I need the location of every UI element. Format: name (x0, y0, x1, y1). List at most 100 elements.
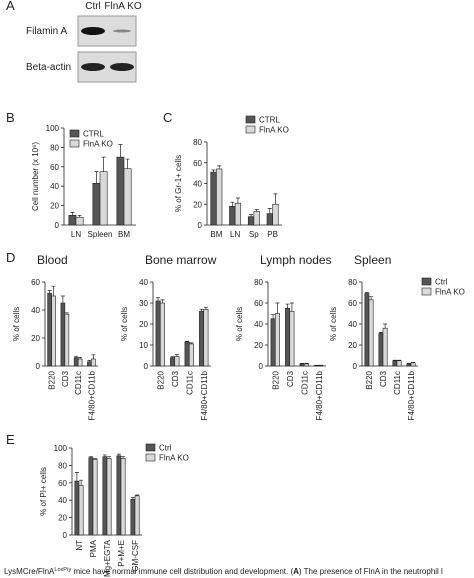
x-tick-label: CD3 (61, 370, 70, 387)
bar (203, 308, 209, 367)
error-bar (77, 214, 82, 218)
panel-letter: A (6, 0, 15, 13)
lane-label: FlnA KO (104, 1, 141, 12)
x-tick-label: CD3 (286, 370, 295, 387)
legend-swatch (69, 129, 80, 138)
bar (68, 215, 77, 226)
bar (75, 216, 84, 226)
lane-label: Ctrl (85, 1, 101, 12)
error-bar (88, 456, 93, 458)
y-tick-label: 60 (348, 299, 357, 308)
legend-swatch (421, 277, 432, 286)
bar (396, 360, 402, 367)
x-tick-label: GM-CSF (131, 540, 140, 572)
error-bar (364, 292, 369, 294)
x-tick-label: CD11c (300, 371, 309, 395)
bar (303, 363, 309, 367)
error-bar (411, 361, 416, 363)
x-tick-label: CD11c (74, 371, 83, 395)
error-bar (107, 456, 112, 459)
error-bar (47, 290, 52, 294)
error-bar (369, 296, 374, 300)
x-tick-label: B220 (156, 370, 165, 389)
error-bar (60, 295, 65, 303)
error-bar (230, 201, 235, 207)
bar (406, 363, 412, 367)
x-tick-label: CD11c (185, 371, 194, 395)
error-bar (304, 363, 309, 364)
y-tick-label: 40 (50, 182, 59, 191)
panel-letter: C (163, 110, 172, 125)
error-bar (406, 363, 411, 364)
error-bar (185, 340, 190, 342)
error-bar (91, 354, 96, 359)
x-tick-label: F4/80+CD11b (87, 370, 96, 420)
y-tick-label: 80 (58, 461, 67, 470)
y-tick-label: 20 (31, 334, 40, 343)
error-bar (267, 208, 272, 214)
error-bar (392, 359, 397, 361)
legend-label: CTRL (259, 116, 280, 125)
y-tick-label: 80 (254, 278, 263, 287)
row-label: Filamin A (26, 26, 67, 37)
bar (392, 360, 398, 367)
legend-label: FlnA KO (159, 454, 189, 463)
error-bar (74, 355, 79, 358)
blot-band (113, 29, 131, 33)
bar (92, 182, 101, 226)
x-tick-label: B220 (365, 370, 374, 389)
error-bar (211, 169, 216, 173)
bar (123, 168, 132, 226)
bar (116, 455, 122, 536)
x-tick-label: PMA (89, 539, 98, 557)
chart-title: Bone marrow (145, 253, 217, 267)
error-bar (78, 357, 83, 359)
error-bar (397, 359, 402, 361)
bar (51, 295, 56, 367)
y-tick-label: 20 (58, 514, 67, 523)
error-bar (300, 363, 305, 364)
caption-bold: A (293, 567, 299, 576)
y-tick-label: 0 (55, 221, 60, 230)
bar (60, 302, 66, 367)
bar (77, 358, 83, 367)
x-tick-label: LN (230, 230, 240, 239)
error-bar (249, 214, 254, 217)
y-tick-label: 30 (139, 299, 148, 308)
error-bar (217, 165, 222, 169)
bar (155, 300, 161, 367)
y-tick-label: 20 (193, 200, 202, 209)
x-tick-label: LN (71, 230, 81, 239)
bar (87, 361, 92, 367)
y-tick-label: 60 (58, 479, 67, 488)
y-tick-label: 10 (139, 341, 148, 350)
bar (270, 318, 276, 367)
bar (73, 357, 79, 367)
x-tick-label: P+M+E (117, 540, 126, 567)
y-tick-label: 0 (144, 362, 149, 371)
blot-band (110, 63, 134, 71)
bar (134, 495, 140, 536)
legend-label: CTRL (83, 130, 104, 139)
bar (102, 456, 108, 536)
legend-swatch (145, 453, 156, 462)
y-tick-label: 60 (254, 299, 263, 308)
error-bar (235, 197, 240, 204)
chart-title: Blood (37, 253, 68, 267)
bar (253, 211, 260, 226)
bar (378, 333, 384, 367)
caption-text: LysMCre/FlnA (4, 567, 55, 576)
error-bar (254, 209, 259, 212)
error-bar (79, 479, 84, 486)
bar (116, 156, 125, 226)
bar (78, 485, 84, 536)
x-tick-label: CD3 (171, 370, 180, 387)
y-tick-label: 40 (139, 278, 148, 287)
bar (266, 213, 273, 226)
error-bar (275, 302, 280, 314)
x-tick-label: BM (118, 230, 130, 239)
error-bar (87, 360, 92, 362)
bar (184, 341, 190, 367)
y-tick-label: 20 (254, 341, 263, 350)
caption-text: mice have normal immune cell distributio… (71, 567, 293, 576)
